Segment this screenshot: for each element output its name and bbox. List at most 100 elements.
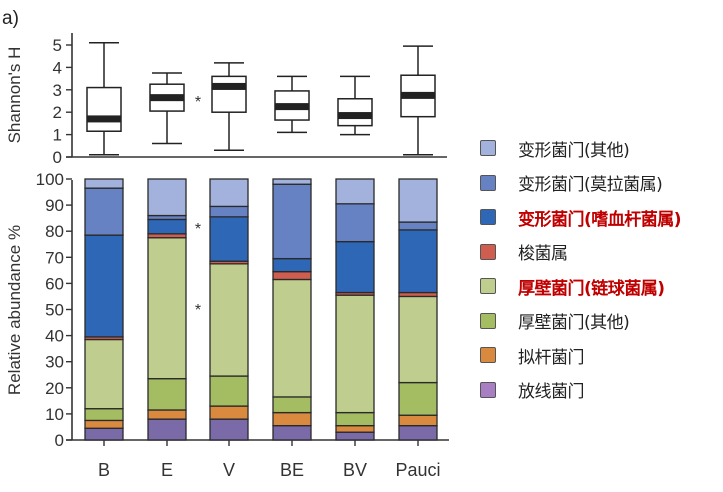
box-V xyxy=(211,62,247,152)
legend-item: 变形菌门(其他) xyxy=(480,131,681,166)
y-tick-label: 50 xyxy=(45,301,64,320)
y-tick-label: 3 xyxy=(53,81,62,100)
box-BE xyxy=(274,75,310,134)
legend-item: 变形菌门(莫拉菌属) xyxy=(480,166,681,201)
y-tick-label: 2 xyxy=(53,103,62,122)
bar-segment xyxy=(335,424,375,433)
bar-segment xyxy=(272,271,312,281)
significance-asterisk: * xyxy=(195,94,201,111)
y-tick-label: 20 xyxy=(45,379,64,398)
bar-segment xyxy=(147,178,187,217)
legend-swatch-icon xyxy=(480,312,496,329)
x-tick-label: V xyxy=(223,460,235,480)
bar-segment xyxy=(398,424,438,441)
bar-segment xyxy=(398,221,438,231)
bar-segment xyxy=(398,381,438,416)
bar-segment xyxy=(272,411,312,427)
box-Pauci xyxy=(400,45,436,156)
box-iqr xyxy=(211,75,247,113)
legend-swatch-icon xyxy=(480,278,496,295)
box-iqr xyxy=(86,86,122,132)
legend-swatch-icon xyxy=(480,140,496,157)
bar-segment xyxy=(272,178,312,185)
bar-segment xyxy=(272,278,312,398)
significance-asterisk: * xyxy=(195,302,201,319)
bar-segment xyxy=(84,338,124,410)
y-tick-label: 10 xyxy=(45,405,64,424)
bar-segment xyxy=(335,203,375,243)
y-tick-label: 70 xyxy=(45,248,64,267)
bar-segment xyxy=(209,375,249,407)
y-tick-label: 0 xyxy=(55,431,64,450)
panel-label: a) xyxy=(2,8,19,29)
legend-swatch-icon xyxy=(480,381,496,398)
box-E xyxy=(149,72,185,145)
bar-segment xyxy=(398,295,438,384)
bar-segment xyxy=(335,294,375,414)
shannon-boxplot: 0 1 2 3 4 5 Shannon's H * xyxy=(5,33,447,167)
bar-E: E xyxy=(147,178,187,480)
legend: 变形菌门(其他) 变形菌门(莫拉菌属) 变形菌门(嗜血杆菌属) 梭菌属厚壁菌门(链球菌… xyxy=(480,131,682,408)
y-tick-label: 100 xyxy=(36,170,64,189)
legend-swatch-icon xyxy=(480,243,496,260)
legend-label: 拟杆菌门 xyxy=(518,347,585,368)
bar-segment xyxy=(335,240,375,294)
bar-segment xyxy=(335,431,375,441)
x-tick-label: B xyxy=(98,460,110,480)
legend-label: 厚壁菌门(其他) xyxy=(518,313,630,334)
legend-label: 厚壁菌门(链球菌属) xyxy=(518,278,665,299)
legend-label: 变形菌门(嗜血杆菌属) xyxy=(518,209,682,230)
bar-segment xyxy=(84,419,124,429)
bar-segment xyxy=(272,183,312,260)
bar-segment xyxy=(147,378,187,411)
y-tick-label: 4 xyxy=(53,58,62,77)
y-axis-label: Relative abundance % xyxy=(5,225,24,395)
bar-segment xyxy=(147,418,187,441)
bar-BV: BV xyxy=(335,178,375,480)
median-bar xyxy=(401,91,435,99)
y-tick-label: 1 xyxy=(53,126,62,145)
legend-label: 放线菌门 xyxy=(518,382,585,403)
abundance-stacked-bar-chart: 0 10 20 30 40 50 60 70 80 90 100 Relative abundance… xyxy=(5,170,449,480)
y-tick-label: 90 xyxy=(45,196,64,215)
bar-segment xyxy=(84,178,124,189)
bar-segment xyxy=(147,218,187,235)
bar-V: V xyxy=(209,178,249,480)
y-tick-label: 40 xyxy=(45,327,64,346)
bar-segment xyxy=(272,424,312,441)
bar-segment xyxy=(398,178,438,223)
bar-B: B xyxy=(84,178,124,480)
legend-item: 厚壁菌门(其他) xyxy=(480,304,681,339)
legend-item: 放线菌门 xyxy=(480,373,681,408)
bar-segment xyxy=(272,396,312,414)
y-tick-label: 30 xyxy=(45,353,64,372)
y-tick-label: 0 xyxy=(53,148,62,167)
median-bar xyxy=(150,94,184,102)
legend-item: 拟杆菌门 xyxy=(480,338,681,373)
legend-label: 变形菌门(莫拉菌属) xyxy=(518,175,663,196)
x-tick-label: BV xyxy=(343,460,367,480)
bar-segment xyxy=(335,411,375,427)
y-tick-label: 5 xyxy=(53,36,62,55)
x-tick-label: BE xyxy=(280,460,304,480)
legend-label: 梭菌属 xyxy=(518,244,568,265)
bar-segment xyxy=(209,205,249,218)
bar-segment xyxy=(335,178,375,205)
bar-segment xyxy=(84,234,124,338)
median-bar xyxy=(275,103,309,111)
bar-segment xyxy=(272,257,312,273)
bar-segment xyxy=(84,187,124,236)
median-bar xyxy=(87,115,121,123)
median-bar xyxy=(338,112,372,120)
legend-swatch-icon xyxy=(480,347,496,364)
bar-segment xyxy=(147,237,187,380)
y-tick-label: 60 xyxy=(45,274,64,293)
bar-segment xyxy=(398,414,438,427)
legend-swatch-icon xyxy=(480,174,496,191)
x-tick-label: Pauci xyxy=(395,460,440,480)
bar-BE: BE xyxy=(272,178,312,480)
significance-asterisk: * xyxy=(195,221,201,238)
bar-segment xyxy=(209,405,249,420)
bar-segment xyxy=(398,229,438,294)
